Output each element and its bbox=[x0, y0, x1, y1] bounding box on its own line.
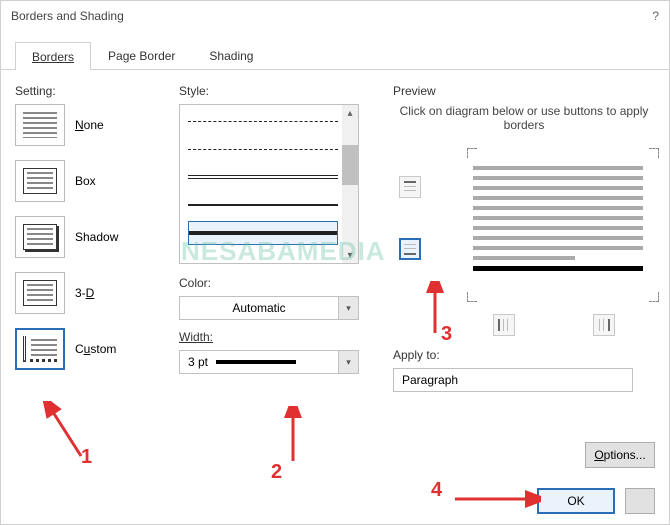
apply-to-dropdown[interactable]: Paragraph bbox=[393, 368, 633, 392]
setting-shadow-icon bbox=[15, 216, 65, 258]
ok-button-label: OK bbox=[567, 494, 584, 508]
apply-to-row: Apply to: Paragraph bbox=[393, 348, 655, 392]
options-button[interactable]: Options... bbox=[585, 442, 655, 468]
color-value: Automatic bbox=[180, 301, 338, 315]
tab-shading-label: Shading bbox=[209, 49, 253, 63]
tab-page-border-label: Page Border bbox=[108, 49, 175, 63]
setting-label: Setting: bbox=[15, 84, 165, 98]
help-icon[interactable]: ? bbox=[652, 9, 659, 23]
ok-button[interactable]: OK bbox=[537, 488, 615, 514]
setting-custom-label: Custom bbox=[75, 342, 116, 356]
setting-custom[interactable]: Custom bbox=[15, 328, 165, 370]
style-option-thick[interactable] bbox=[188, 221, 338, 245]
style-option-double[interactable] bbox=[188, 165, 338, 189]
tab-shading[interactable]: Shading bbox=[192, 41, 270, 69]
edge-right-button[interactable] bbox=[593, 314, 615, 336]
style-option-dashdot[interactable] bbox=[188, 137, 338, 161]
style-listbox[interactable]: ▴ ▾ bbox=[179, 104, 359, 264]
color-label: Color: bbox=[179, 276, 379, 290]
cancel-button[interactable] bbox=[625, 488, 655, 514]
preview-corner-br-icon bbox=[649, 292, 659, 302]
style-scroll-down-icon[interactable]: ▾ bbox=[342, 247, 358, 263]
style-option-medium[interactable] bbox=[188, 193, 338, 217]
annotation-arrow-4-icon bbox=[451, 489, 541, 509]
width-value-wrap: 3 pt bbox=[180, 355, 338, 369]
setting-none-icon bbox=[15, 104, 65, 146]
dialog-footer: OK bbox=[537, 488, 655, 514]
style-option-dashed[interactable] bbox=[188, 109, 338, 133]
setting-box-icon bbox=[15, 160, 65, 202]
setting-box-label: Box bbox=[75, 174, 96, 188]
preview-corner-tl-icon bbox=[467, 148, 477, 158]
color-dropdown-chevron-icon[interactable]: ▾ bbox=[338, 297, 358, 319]
setting-3d[interactable]: 3-D bbox=[15, 272, 165, 314]
tab-borders[interactable]: Borders bbox=[15, 42, 91, 70]
width-label: Width: bbox=[179, 330, 379, 344]
apply-to-value: Paragraph bbox=[394, 373, 632, 387]
width-value: 3 pt bbox=[188, 355, 208, 369]
border-top-icon bbox=[403, 180, 417, 194]
setting-column: Setting: None Box Shadow 3-D Custom bbox=[15, 84, 165, 450]
color-dropdown[interactable]: Automatic ▾ bbox=[179, 296, 359, 320]
setting-custom-icon bbox=[15, 328, 65, 370]
setting-shadow-label: Shadow bbox=[75, 230, 118, 244]
width-dropdown-chevron-icon[interactable]: ▾ bbox=[338, 351, 358, 373]
setting-none[interactable]: None bbox=[15, 104, 165, 146]
setting-none-label: None bbox=[75, 118, 104, 132]
apply-to-label: Apply to: bbox=[393, 348, 655, 362]
setting-3d-label: 3-D bbox=[75, 286, 94, 300]
width-swatch-icon bbox=[216, 360, 296, 364]
border-right-icon bbox=[597, 318, 611, 332]
preview-label: Preview bbox=[393, 84, 655, 98]
preview-column: Preview Click on diagram below or use bu… bbox=[393, 84, 655, 450]
preview-hint: Click on diagram below or use buttons to… bbox=[393, 104, 655, 142]
preview-diagram bbox=[393, 142, 655, 342]
annotation-num-2: 2 bbox=[271, 461, 282, 484]
preview-paragraph[interactable] bbox=[473, 166, 643, 286]
options-button-label: Options... bbox=[594, 448, 645, 462]
style-label: Style: bbox=[179, 84, 379, 98]
dialog-content: Setting: None Box Shadow 3-D Custom bbox=[1, 70, 669, 450]
tab-strip: Borders Page Border Shading bbox=[1, 41, 669, 70]
preview-corner-tr-icon bbox=[649, 148, 659, 158]
titlebar: Borders and Shading ? bbox=[1, 1, 669, 31]
tab-borders-label: Borders bbox=[32, 50, 74, 64]
setting-3d-icon bbox=[15, 272, 65, 314]
edge-top-button[interactable] bbox=[399, 176, 421, 198]
style-column: Style: ▴ ▾ Color: Automatic ▾ Width: bbox=[179, 84, 379, 450]
tab-page-border[interactable]: Page Border bbox=[91, 41, 192, 69]
edge-bottom-button[interactable] bbox=[399, 238, 421, 260]
preview-bottom-border-icon bbox=[473, 266, 643, 271]
borders-shading-dialog: Borders and Shading ? Borders Page Borde… bbox=[0, 0, 670, 525]
edge-left-button[interactable] bbox=[493, 314, 515, 336]
annotation-num-4: 4 bbox=[431, 479, 442, 502]
style-scrollbar-thumb[interactable] bbox=[342, 145, 358, 185]
border-left-icon bbox=[497, 318, 511, 332]
setting-shadow[interactable]: Shadow bbox=[15, 216, 165, 258]
setting-box[interactable]: Box bbox=[15, 160, 165, 202]
dialog-title: Borders and Shading bbox=[11, 9, 124, 23]
border-bottom-icon bbox=[403, 242, 417, 256]
preview-corner-bl-icon bbox=[467, 292, 477, 302]
style-scroll-up-icon[interactable]: ▴ bbox=[342, 105, 358, 121]
width-dropdown[interactable]: 3 pt ▾ bbox=[179, 350, 359, 374]
